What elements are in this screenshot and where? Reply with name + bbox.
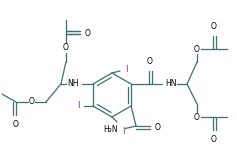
Text: O: O <box>13 120 19 129</box>
Text: O: O <box>63 44 69 52</box>
Text: H₂N: H₂N <box>103 125 118 133</box>
Text: O: O <box>194 45 200 53</box>
Text: NH: NH <box>68 80 79 88</box>
Text: O: O <box>29 98 35 106</box>
Text: HN: HN <box>165 80 177 88</box>
Text: I: I <box>122 127 125 136</box>
Text: O: O <box>155 122 161 132</box>
Text: O: O <box>194 113 200 121</box>
Text: O: O <box>211 135 217 144</box>
Text: I: I <box>77 101 80 111</box>
Text: I: I <box>125 65 128 73</box>
Text: O: O <box>211 22 217 31</box>
Text: O: O <box>85 30 91 38</box>
Text: O: O <box>147 57 153 66</box>
